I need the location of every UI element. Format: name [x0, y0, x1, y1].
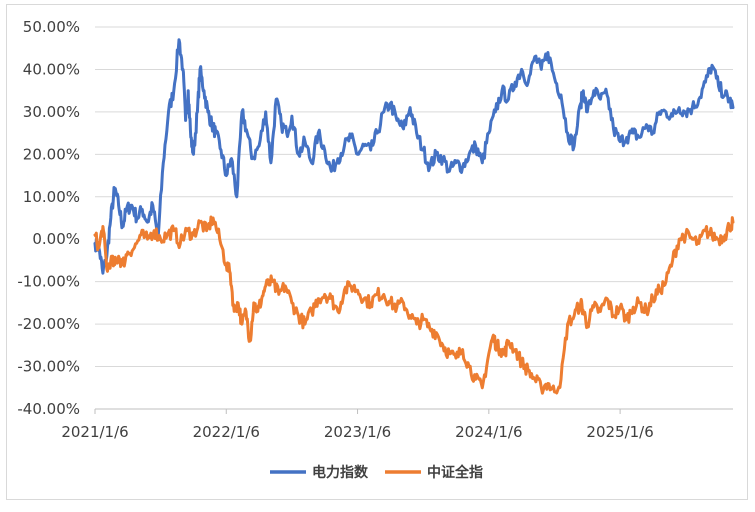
y-tick-label: 40.00% [23, 60, 80, 78]
y-tick-label: -10.00% [17, 273, 80, 291]
y-tick-label: 50.00% [23, 18, 80, 36]
series-lines [93, 38, 735, 395]
x-tick-label: 2023/1/6 [324, 423, 391, 441]
legend-label-2: 中证全指 [427, 464, 483, 481]
x-tick-label: 2025/1/6 [586, 423, 653, 441]
x-tick-label: 2024/1/6 [455, 423, 522, 441]
legend-label-1: 电力指数 [312, 464, 369, 481]
legend: 电力指数 中证全指 [270, 464, 483, 481]
y-tick-label: -40.00% [17, 400, 80, 418]
y-tick-label: -20.00% [17, 315, 80, 333]
x-tick-label: 2021/1/6 [61, 423, 128, 441]
y-tick-label: 30.00% [23, 103, 80, 121]
x-axis: 2021/1/6 2022/1/6 2023/1/6 2024/1/6 2025/1/6 [61, 408, 733, 441]
y-tick-label: 0.00% [32, 230, 80, 248]
y-tick-label: 10.00% [23, 188, 80, 206]
gridlines [95, 26, 733, 410]
y-axis-ticks: 50.00% 40.00% 30.00% 20.00% 10.00% 0.00% -10.0… [17, 18, 80, 418]
series-line-1 [93, 38, 735, 275]
y-tick-label: 20.00% [23, 145, 80, 163]
series-line-2 [93, 215, 735, 395]
x-tick-label: 2022/1/6 [193, 423, 260, 441]
y-tick-label: -30.00% [17, 358, 80, 376]
